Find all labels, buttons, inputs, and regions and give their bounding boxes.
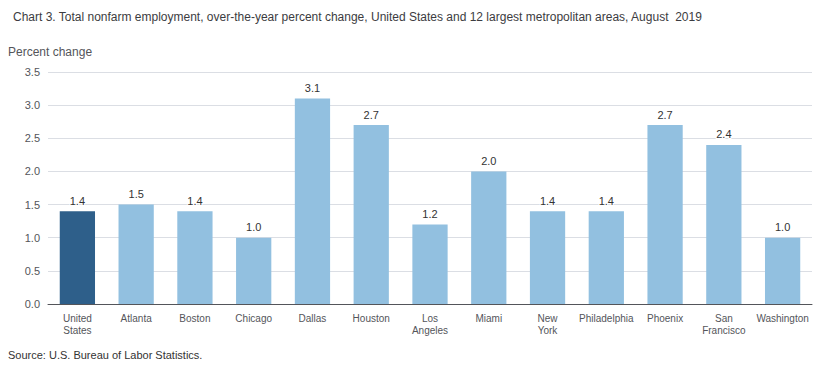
svg-text:San: San <box>715 313 733 324</box>
svg-text:United: United <box>63 313 92 324</box>
svg-text:Atlanta: Atlanta <box>121 313 153 324</box>
svg-text:0.0: 0.0 <box>25 298 40 310</box>
svg-text:2.7: 2.7 <box>364 109 379 121</box>
svg-text:Houston: Houston <box>353 313 390 324</box>
svg-text:Chart 3. Total nonfarm employm: Chart 3. Total nonfarm employment, over-… <box>13 10 702 24</box>
svg-text:Miami: Miami <box>475 313 502 324</box>
svg-text:2.0: 2.0 <box>481 155 496 167</box>
svg-text:Dallas: Dallas <box>299 313 327 324</box>
svg-text:1.5: 1.5 <box>129 188 144 200</box>
svg-text:1.5: 1.5 <box>25 199 40 211</box>
svg-text:2.4: 2.4 <box>716 128 731 140</box>
svg-text:1.4: 1.4 <box>70 195 85 207</box>
svg-text:3.1: 3.1 <box>305 82 320 94</box>
svg-text:Philadelphia: Philadelphia <box>579 313 634 324</box>
svg-text:1.4: 1.4 <box>540 195 555 207</box>
svg-text:Washington: Washington <box>756 313 808 324</box>
svg-text:1.2: 1.2 <box>422 208 437 220</box>
svg-text:Los: Los <box>422 313 438 324</box>
svg-text:1.0: 1.0 <box>775 221 790 233</box>
svg-text:States: States <box>63 325 91 336</box>
svg-text:Phoenix: Phoenix <box>647 313 683 324</box>
svg-text:3.0: 3.0 <box>25 99 40 111</box>
svg-text:Boston: Boston <box>179 313 210 324</box>
svg-text:1.0: 1.0 <box>246 221 261 233</box>
svg-text:2.7: 2.7 <box>657 109 672 121</box>
svg-text:2.0: 2.0 <box>25 165 40 177</box>
svg-text:3.5: 3.5 <box>25 66 40 78</box>
svg-text:1.0: 1.0 <box>25 232 40 244</box>
svg-text:Francisco: Francisco <box>702 325 746 336</box>
svg-text:New: New <box>538 313 559 324</box>
svg-text:1.4: 1.4 <box>599 195 614 207</box>
svg-text:0.5: 0.5 <box>25 265 40 277</box>
svg-text:Chicago: Chicago <box>235 313 272 324</box>
svg-text:York: York <box>538 325 559 336</box>
svg-text:Percent change: Percent change <box>8 45 92 59</box>
svg-text:2.5: 2.5 <box>25 132 40 144</box>
svg-text:Source: U.S. Bureau of Labor S: Source: U.S. Bureau of Labor Statistics. <box>8 349 202 361</box>
svg-text:Angeles: Angeles <box>412 325 448 336</box>
svg-text:1.4: 1.4 <box>187 195 202 207</box>
